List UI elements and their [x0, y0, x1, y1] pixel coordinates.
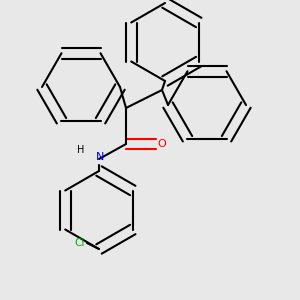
Text: N: N: [96, 152, 105, 163]
Text: O: O: [158, 139, 166, 149]
Text: H: H: [77, 145, 85, 155]
Text: Cl: Cl: [74, 238, 85, 248]
